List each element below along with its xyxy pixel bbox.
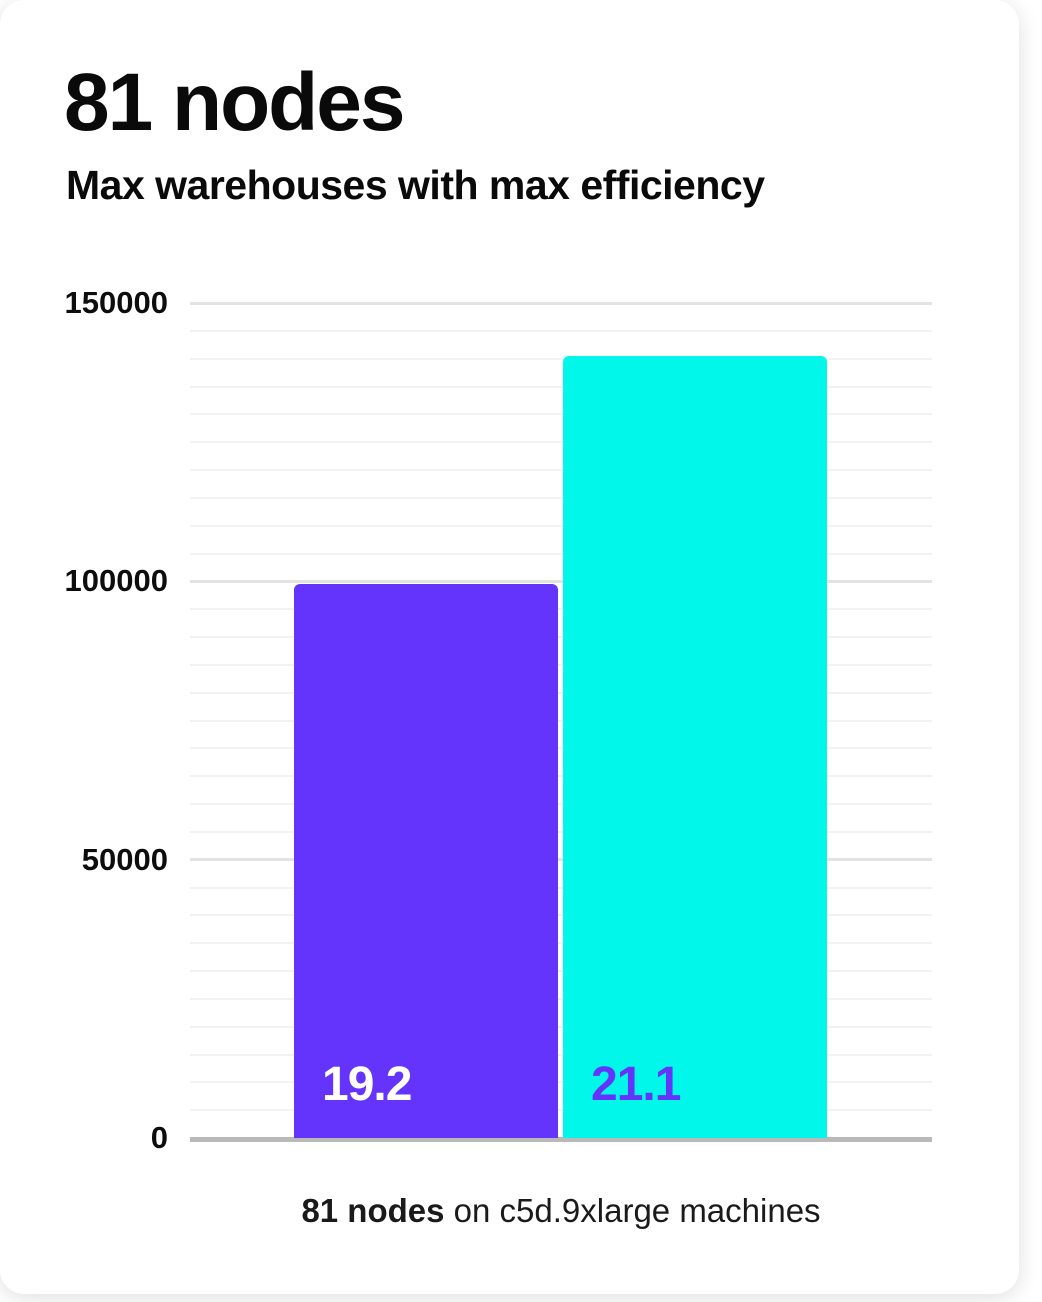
minor-gridline (190, 663, 932, 666)
bar-1-value-label: 19.2 (322, 1058, 412, 1111)
major-gridline (190, 858, 932, 862)
minor-gridline (190, 496, 932, 499)
chart-subtitle: Max warehouses with max efficiency (66, 162, 765, 208)
minor-gridline (190, 747, 932, 750)
minor-gridline (190, 524, 932, 527)
major-gridline (190, 301, 932, 305)
minor-gridline (190, 608, 932, 611)
minor-gridline (190, 413, 932, 416)
minor-gridline (190, 970, 932, 972)
chart-title: 81 nodes (64, 57, 405, 148)
minor-gridline (190, 441, 932, 444)
bar-2: 21.1 (563, 356, 827, 1138)
chart-caption: 81 nodes on c5d.9xlarge machines (190, 1192, 932, 1230)
minor-gridline (190, 1053, 932, 1056)
minor-gridline (190, 1025, 932, 1028)
minor-gridline (190, 1109, 932, 1112)
minor-gridline (190, 775, 932, 778)
minor-gridline (190, 719, 932, 722)
minor-gridline (190, 886, 932, 889)
bar-2-value-label: 21.1 (591, 1058, 681, 1111)
minor-gridline (190, 636, 932, 638)
minor-gridline (190, 997, 932, 1000)
minor-gridline (190, 469, 932, 471)
plot-area: 19.2 21.1 (190, 301, 932, 1142)
bar-1: 19.2 (294, 583, 558, 1138)
minor-gridline (190, 942, 932, 945)
minor-gridline (190, 914, 932, 917)
caption-bold-text: 81 nodes (301, 1192, 445, 1229)
x-axis-line (190, 1137, 932, 1142)
minor-gridline (190, 329, 932, 332)
y-axis: 0 50000 100000 150000 (0, 0, 168, 1294)
minor-gridline (190, 385, 932, 388)
chart-card: 81 nodes Max warehouses with max efficie… (0, 0, 932, 1294)
minor-gridline (190, 1081, 932, 1084)
minor-gridline (190, 803, 932, 805)
y-tick-label-50000: 50000 (81, 841, 168, 877)
y-tick-label-150000: 150000 (64, 285, 168, 320)
major-gridline (190, 579, 932, 583)
minor-gridline (190, 830, 932, 833)
minor-gridline (190, 357, 932, 360)
y-tick-label-0: 0 (150, 1120, 168, 1155)
minor-gridline (190, 552, 932, 555)
caption-regular-text: on c5d.9xlarge machines (444, 1192, 821, 1229)
minor-gridline (190, 691, 932, 694)
y-tick-label-100000: 100000 (64, 563, 168, 599)
